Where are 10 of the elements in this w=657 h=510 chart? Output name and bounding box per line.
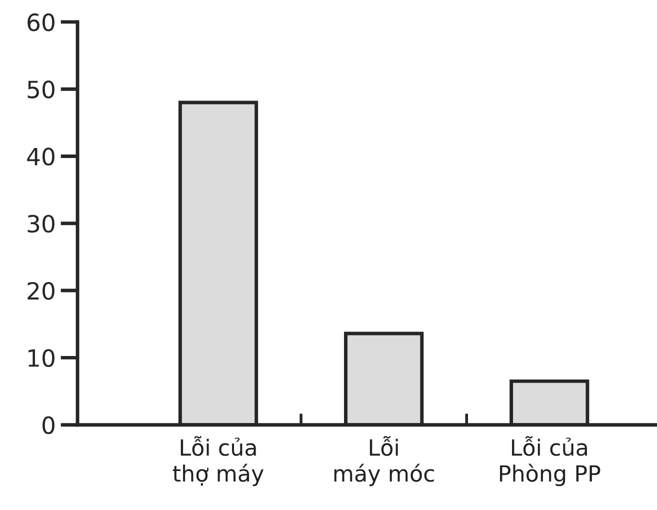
- y-tick-label: 60: [28, 13, 54, 32]
- y-tick-label: 50: [28, 80, 54, 98]
- y-tick-label: 30: [28, 214, 54, 233]
- y-tick-label: 0: [42, 416, 54, 434]
- y-tick-label: 10: [28, 349, 54, 367]
- x-tick-label: Lỗi của thợ máy: [172, 436, 264, 486]
- x-tick-label: Lỗi của Phòng PP: [500, 436, 600, 486]
- y-tick-label: 20: [28, 282, 54, 300]
- y-tick-label: 40: [27, 148, 54, 166]
- x-tick-label: Lỗi máy móc: [334, 436, 434, 486]
